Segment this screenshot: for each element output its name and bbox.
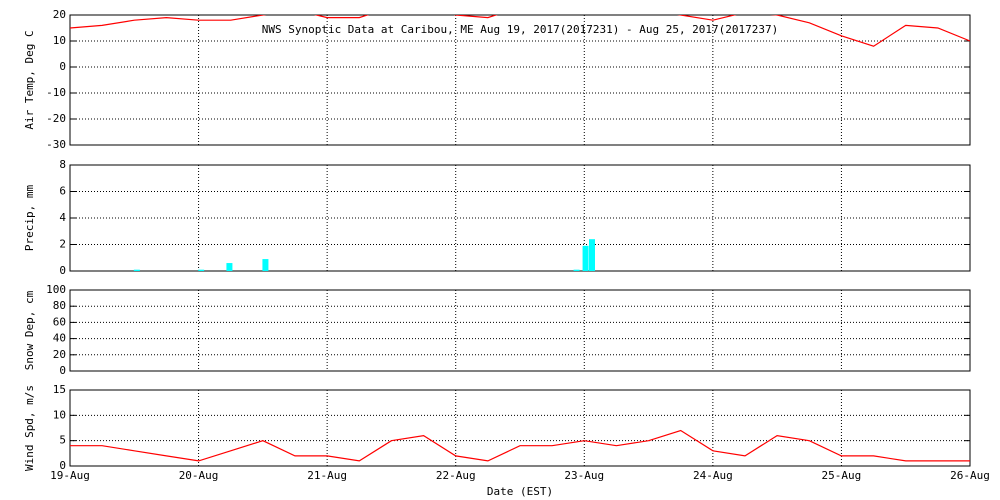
bar xyxy=(226,263,233,271)
bar xyxy=(133,269,140,271)
y-tick-label: 10 xyxy=(53,408,66,421)
y-tick-label: 0 xyxy=(59,60,66,73)
y-tick-label: 20 xyxy=(53,8,66,21)
y-tick-label: 40 xyxy=(53,332,66,345)
bar xyxy=(262,259,269,271)
x-tick-label: 26-Aug xyxy=(950,469,990,482)
plot-area xyxy=(70,15,970,47)
bar xyxy=(573,269,580,271)
bar xyxy=(582,245,589,271)
y-axis-label: Snow Dep, cm xyxy=(23,290,36,370)
y-axis-label: Wind Spd, m/s xyxy=(23,385,36,471)
x-tick-label: 19-Aug xyxy=(50,469,90,482)
y-axis-label: Air Temp, Deg C xyxy=(23,30,36,129)
x-tick-label: 21-Aug xyxy=(307,469,347,482)
y-tick-label: 100 xyxy=(46,283,66,296)
y-tick-label: 0 xyxy=(59,364,66,377)
y-tick-label: 0 xyxy=(59,264,66,277)
y-tick-label: 8 xyxy=(59,158,66,171)
y-tick-label: 0 xyxy=(59,459,66,472)
plot-frame xyxy=(69,289,971,372)
y-tick-label: 80 xyxy=(53,299,66,312)
line xyxy=(70,15,970,47)
x-tick-label: 22-Aug xyxy=(436,469,476,482)
y-tick-label: -30 xyxy=(46,138,66,151)
y-tick-label: 6 xyxy=(59,185,66,198)
plot-frame xyxy=(69,389,971,467)
y-tick-label: 15 xyxy=(53,383,66,396)
plot-frame xyxy=(69,14,971,146)
x-axis-label: Date (EST) xyxy=(487,485,553,498)
y-tick-label: -20 xyxy=(46,112,66,125)
plot-frame xyxy=(69,164,971,272)
plot-area xyxy=(133,239,595,271)
plot-area xyxy=(70,429,970,462)
line xyxy=(70,429,970,462)
y-tick-label: -10 xyxy=(46,86,66,99)
bar xyxy=(589,239,595,271)
x-tick-label: 20-Aug xyxy=(179,469,219,482)
y-tick-label: 60 xyxy=(53,315,66,328)
y-tick-label: 4 xyxy=(59,211,66,224)
x-tick-label: 23-Aug xyxy=(564,469,604,482)
y-axis-label: Precip, mm xyxy=(23,185,36,252)
x-tick-label: 24-Aug xyxy=(693,469,733,482)
y-tick-label: 10 xyxy=(53,34,66,47)
y-tick-label: 5 xyxy=(59,434,66,447)
y-tick-label: 2 xyxy=(59,238,66,251)
bar xyxy=(198,269,205,271)
y-tick-label: 20 xyxy=(53,348,66,361)
chart-title: NWS Synoptic Data at Caribou, ME Aug 19,… xyxy=(262,23,779,36)
x-tick-label: 25-Aug xyxy=(822,469,862,482)
